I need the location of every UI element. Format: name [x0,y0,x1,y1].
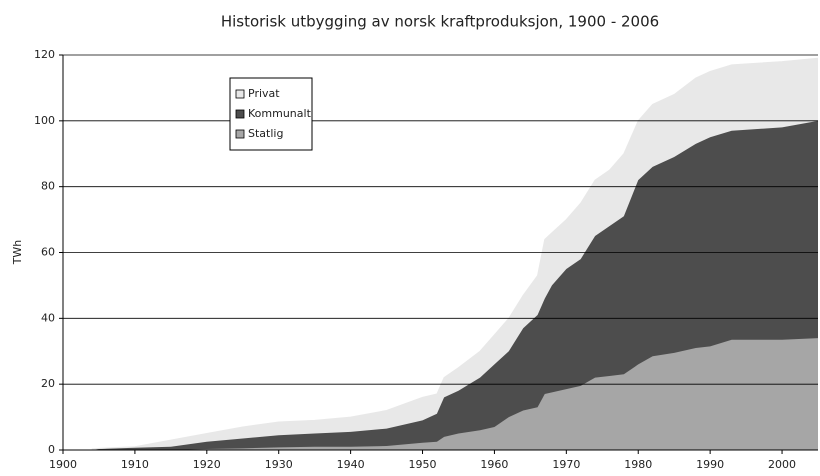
y-tick-label: 80 [41,180,55,193]
x-tick-label: 2000 [768,458,796,471]
y-tick-label: 20 [41,377,55,390]
y-axis-label: TWh [11,240,24,266]
area-fill [91,120,818,450]
y-tick-label: 60 [41,246,55,259]
y-tick-label: 0 [48,443,55,456]
legend-label: Statlig [248,127,283,140]
y-tick-label: 120 [34,48,55,61]
y-tick-label: 100 [34,114,55,127]
legend-label: Kommunalt [248,107,312,120]
x-tick-label: 1930 [265,458,293,471]
x-tick-label: 1970 [552,458,580,471]
legend-swatch [235,89,245,99]
x-tick-label: 1990 [696,458,724,471]
x-tick-label: 1960 [480,458,508,471]
legend-swatch [235,109,245,119]
legend-swatch [235,129,245,139]
x-tick-label: 1980 [624,458,652,471]
x-tick-label: 1950 [409,458,437,471]
chart-title: Historisk utbygging av norsk kraftproduk… [221,13,659,31]
x-tick-label: 1910 [121,458,149,471]
x-tick-label: 1940 [337,458,365,471]
legend-label: Privat [248,87,280,100]
y-tick-label: 40 [41,311,55,324]
area-edge [91,57,819,450]
area-fill [91,58,818,451]
x-tick-label: 1900 [49,458,77,471]
x-tick-label: 1920 [193,458,221,471]
